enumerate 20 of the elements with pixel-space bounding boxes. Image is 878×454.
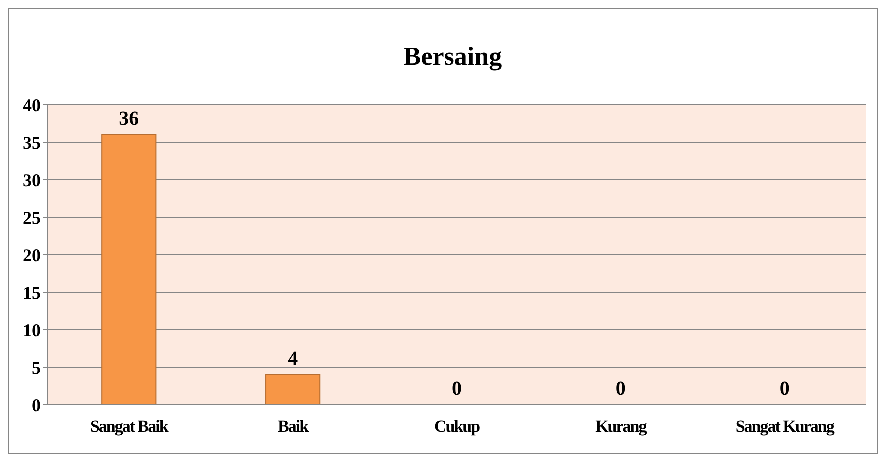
data-label: 0 [616,378,626,400]
data-label: 0 [452,378,462,400]
y-tick-label: 0 [32,395,41,416]
x-tick-label: Baik [278,417,310,436]
y-tick-label: 20 [23,245,41,266]
x-tick-label: Cukup [434,417,480,436]
y-tick-label: 25 [23,208,41,228]
y-tick-label: 15 [23,282,41,303]
chart-title: Bersaing [404,42,502,71]
x-tick-label: Sangat Kurang [736,417,836,436]
y-tick-label: 30 [23,170,41,190]
data-label: 0 [780,378,790,400]
data-label: 36 [119,108,140,130]
y-tick-label: 5 [32,358,41,378]
x-tick-label: Kurang [596,417,648,436]
x-tick-label: Sangat Baik [90,417,170,436]
y-tick-label: 40 [23,95,41,116]
y-tick-label: 35 [23,132,41,153]
data-label: 4 [288,348,298,370]
y-tick-label: 10 [23,320,41,340]
